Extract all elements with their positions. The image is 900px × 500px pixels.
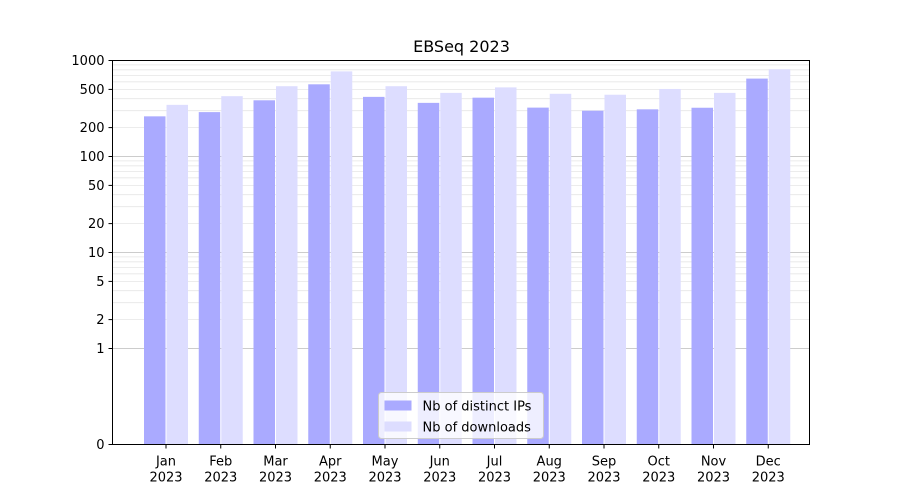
- x-tick-label-year: 2023: [368, 471, 401, 486]
- x-tick-label-month: Dec: [756, 455, 781, 470]
- x-tick-label-month: Mar: [263, 455, 288, 470]
- x-tick-label-year: 2023: [423, 471, 456, 486]
- legend-box: [378, 392, 544, 439]
- bar-downloads-feb: [221, 96, 243, 445]
- x-tick-label-month: Apr: [319, 455, 342, 470]
- legend: Nb of distinct IPs Nb of downloads: [378, 392, 544, 439]
- bar-ips-oct: [636, 109, 659, 445]
- x-tick-label-month: Feb: [209, 455, 232, 470]
- bar-ips-jan: [144, 116, 166, 445]
- x-tick-label-year: 2023: [259, 471, 292, 486]
- bar-downloads-apr: [330, 71, 353, 445]
- x-tick-label-year: 2023: [478, 471, 511, 486]
- legend-swatch-ips: [384, 400, 412, 411]
- x-tick-label-year: 2023: [314, 471, 347, 486]
- x-tick-label-month: May: [372, 455, 399, 470]
- bar-downloads-jan: [166, 104, 188, 445]
- x-tick-label-month: Jun: [429, 455, 450, 470]
- bar-ips-jul: [472, 97, 494, 445]
- bars: [144, 69, 791, 445]
- bar-ips-may: [363, 96, 385, 445]
- y-tick-label: 50: [88, 179, 105, 194]
- y-tick-label: 2: [96, 313, 104, 328]
- bar-ips-apr: [308, 84, 330, 445]
- legend-label-ips: Nb of distinct IPs: [423, 400, 532, 415]
- y-tick-label: 100: [80, 150, 105, 165]
- x-tick-label-year: 2023: [533, 471, 566, 486]
- bar-ips-mar: [253, 100, 275, 445]
- legend-label-downloads: Nb of downloads: [423, 421, 532, 436]
- x-tick-label-month: Oct: [648, 455, 670, 470]
- y-tick-label: 1000: [71, 54, 104, 69]
- x-tick-label-month: Sep: [592, 455, 617, 470]
- y-tick-label: 20: [88, 217, 105, 232]
- bar-ips-aug: [527, 107, 549, 445]
- bar-ips-feb: [198, 112, 221, 445]
- x-tick-label-year: 2023: [587, 471, 620, 486]
- bar-downloads-aug: [549, 93, 572, 445]
- bar-ips-dec: [746, 78, 768, 445]
- x-tick-label-year: 2023: [149, 471, 182, 486]
- bar-ips-sep: [582, 110, 604, 445]
- x-tick-label-month: Jul: [486, 455, 503, 470]
- bar-downloads-mar: [276, 86, 298, 445]
- y-tick-label: 5: [96, 275, 104, 290]
- bar-downloads-jun: [440, 92, 462, 445]
- bar-downloads-oct: [659, 88, 681, 445]
- x-tick-label-year: 2023: [204, 471, 237, 486]
- y-tick-label: 0: [96, 438, 104, 453]
- x-tick-label-month: Aug: [537, 455, 562, 470]
- y-tick-label: 10: [88, 246, 105, 261]
- y-tick-label: 200: [80, 121, 105, 136]
- axes: Jan2023Feb2023Mar2023Apr2023May2023Jun20…: [71, 54, 784, 486]
- bar-ips-nov: [691, 107, 713, 445]
- bar-downloads-dec: [768, 69, 791, 445]
- x-tick-label-year: 2023: [642, 471, 675, 486]
- legend-swatch-downloads: [384, 421, 412, 432]
- x-tick-label-month: Jan: [155, 455, 176, 470]
- bar-downloads-nov: [714, 92, 736, 445]
- y-tick-label: 1: [96, 342, 104, 357]
- bar-ips-jun: [417, 102, 440, 445]
- bar-downloads-may: [385, 86, 407, 445]
- bar-downloads-sep: [604, 94, 626, 445]
- y-tick-label: 500: [80, 83, 105, 98]
- bar-downloads-jul: [495, 87, 517, 445]
- x-tick-label-year: 2023: [752, 471, 785, 486]
- x-tick-label-month: Nov: [701, 455, 727, 470]
- chart-title: EBSeq 2023: [413, 37, 510, 56]
- x-tick-label-year: 2023: [697, 471, 730, 486]
